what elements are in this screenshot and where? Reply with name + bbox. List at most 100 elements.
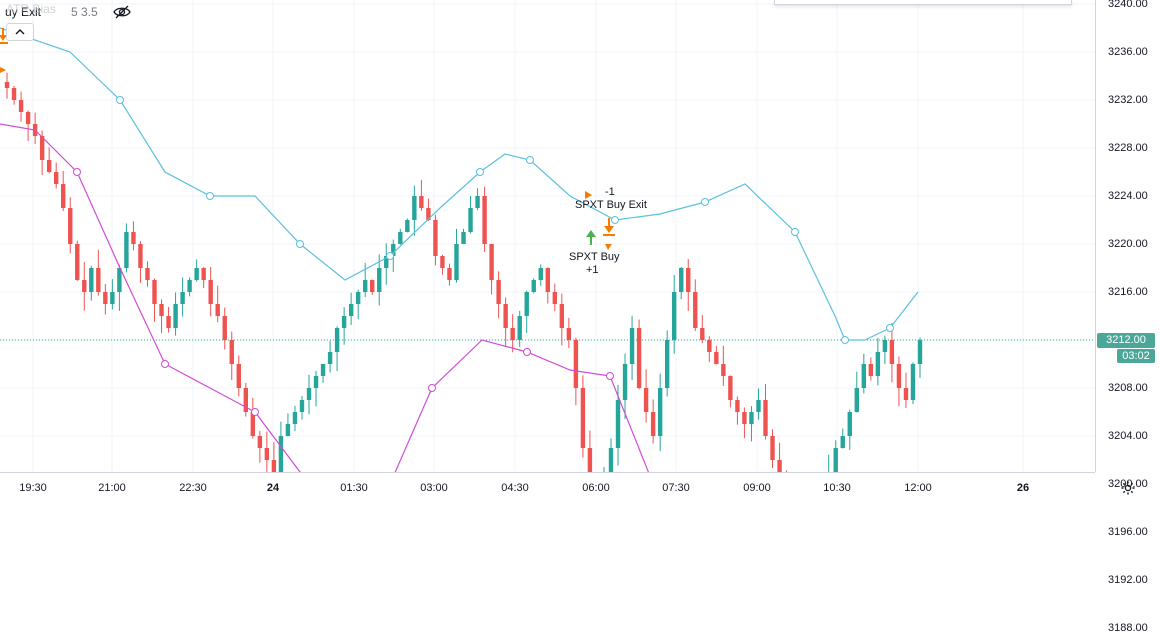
- chart-area[interactable]: uy Exit 5 3.5 ATR Bias -1 SPXT Buy Exit …: [0, 0, 1095, 472]
- price-tick-label: 3240.00: [1108, 0, 1148, 10]
- candle-up: [875, 352, 881, 376]
- price-tick-label: 3204.00: [1108, 430, 1148, 442]
- candle-down: [433, 220, 438, 256]
- candle-up: [187, 280, 192, 292]
- price-axis[interactable]: 3240.00 3236.00 3232.00 3228.00 3224.00 3220.…: [1095, 0, 1160, 634]
- candle-down: [271, 460, 277, 472]
- candle-down: [46, 160, 52, 172]
- candle-up: [285, 424, 291, 436]
- candle-up: [334, 328, 340, 352]
- candle-down: [573, 340, 579, 388]
- candle-down: [903, 388, 909, 400]
- candle-up: [299, 400, 305, 412]
- candle-up: [454, 244, 459, 280]
- candle-up: [679, 268, 684, 292]
- candle-up: [756, 400, 761, 412]
- band-marker: [428, 384, 436, 392]
- price-tick-label: 3216.00: [1108, 286, 1148, 298]
- candle-down: [763, 400, 768, 436]
- price-tick-label: 3236.00: [1108, 46, 1148, 58]
- candle-down: [447, 268, 452, 280]
- band-marker: [251, 408, 259, 416]
- candle-up: [412, 196, 417, 220]
- candle-down: [222, 316, 227, 340]
- candle-down: [257, 436, 263, 448]
- band-marker: [206, 192, 214, 200]
- candle-down: [721, 364, 726, 376]
- candle-up: [110, 292, 115, 304]
- candle-down: [236, 364, 241, 388]
- candles: [4, 72, 923, 472]
- time-tick-label: 07:30: [662, 482, 690, 494]
- time-tick-label: 22:30: [179, 482, 207, 494]
- candle-down: [68, 208, 73, 244]
- candle-up: [89, 268, 94, 292]
- candle-down: [39, 136, 45, 160]
- candle-up: [405, 220, 410, 232]
- candle-down: [152, 280, 157, 304]
- candle-down: [208, 280, 213, 304]
- band-marker: [161, 360, 169, 368]
- candle-down: [489, 244, 494, 280]
- candle-up: [854, 388, 859, 412]
- candle-up: [124, 232, 129, 268]
- price-tick-label: 3232.00: [1108, 94, 1148, 106]
- time-tick-label: 03:00: [420, 482, 448, 494]
- band-markers: [73, 96, 894, 416]
- candle-up: [313, 376, 319, 388]
- candle-up: [861, 364, 867, 388]
- eye-crossed-icon[interactable]: [112, 4, 132, 20]
- candle-down: [250, 412, 256, 436]
- candle-up: [384, 256, 389, 268]
- band-marker: [73, 168, 81, 176]
- buy-arrow-icon[interactable]: [586, 230, 596, 245]
- settings-button[interactable]: [1118, 478, 1138, 498]
- candle-up: [362, 280, 368, 292]
- time-tick-label: 09:00: [743, 482, 771, 494]
- gear-icon: [1121, 481, 1135, 495]
- candle-down: [243, 388, 249, 412]
- candle-up: [461, 232, 466, 244]
- price-tick-label: 3228.00: [1108, 142, 1148, 154]
- band-marker: [886, 324, 894, 332]
- time-tick-label: 21:00: [98, 482, 126, 494]
- candle-down: [693, 292, 698, 328]
- candle-down: [4, 82, 10, 88]
- exit-arrow-icon[interactable]: [603, 218, 615, 236]
- candle-down: [103, 292, 108, 304]
- candle-down: [145, 268, 150, 280]
- candle-down: [82, 280, 87, 292]
- candle-down: [707, 340, 712, 352]
- price-chart[interactable]: [0, 0, 1095, 472]
- candle-down: [138, 244, 143, 268]
- candle-up: [292, 412, 298, 424]
- candle-down: [728, 376, 733, 400]
- indicator-legend[interactable]: uy Exit 5 3.5: [0, 3, 132, 21]
- candle-down: [510, 328, 515, 340]
- candle-down: [370, 280, 375, 292]
- lower-band-line: [0, 123, 650, 472]
- candle-down: [159, 304, 164, 316]
- price-tick-label: 3224.00: [1108, 190, 1148, 202]
- candle-up: [517, 316, 522, 340]
- exit-trade-label: SPXT Buy Exit: [575, 199, 647, 211]
- candle-up: [377, 268, 382, 292]
- candle-up: [320, 364, 326, 376]
- candle-up: [398, 232, 403, 244]
- candle-down: [700, 328, 705, 340]
- candle-down: [552, 292, 558, 304]
- band-marker: [841, 336, 849, 344]
- candle-up: [671, 292, 677, 340]
- candle-down: [426, 208, 431, 220]
- candle-down: [264, 448, 270, 460]
- price-tick-label: 3200.00: [1108, 478, 1148, 490]
- candle-down: [868, 364, 874, 376]
- collapse-button[interactable]: [6, 23, 34, 41]
- upper-band-line: [0, 27, 919, 341]
- band-marker: [606, 372, 614, 380]
- time-tick-label: 04:30: [501, 482, 529, 494]
- candle-down: [636, 328, 642, 388]
- candle-up: [391, 244, 396, 256]
- time-axis[interactable]: 19:30 21:00 22:30 24 01:30 03:00 04:30 06:00 07:…: [0, 472, 1095, 503]
- band-marker: [386, 252, 394, 260]
